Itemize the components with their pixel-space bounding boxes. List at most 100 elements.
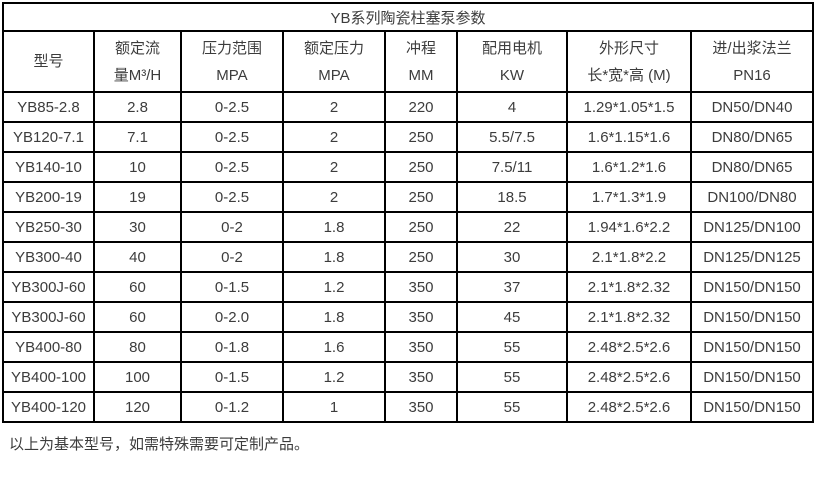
- table-cell: 1.29*1.05*1.5: [566, 91, 692, 123]
- table-cell: 1.8: [282, 241, 386, 273]
- table-cell: 350: [384, 301, 458, 333]
- table-cell: 55: [456, 361, 568, 393]
- table-cell: YB85-2.8: [2, 91, 95, 123]
- table-cell: DN150/DN150: [689, 361, 814, 393]
- table-cell: 0-2: [180, 211, 284, 243]
- table-cell: YB400-120: [2, 391, 95, 423]
- table-cell: DN80/DN65: [689, 121, 814, 153]
- table-cell: YB400-100: [2, 361, 95, 393]
- table-row: YB140-10 10 0-2.5 2 250 7.5/11 1.6*1.2*1.6 DN80…: [2, 151, 814, 183]
- table-cell: 4: [456, 91, 568, 123]
- table-cell: 55: [456, 391, 568, 423]
- table-cell: 19: [93, 181, 182, 213]
- table-cell: 2.1*1.8*2.32: [566, 301, 692, 333]
- table-cell: 250: [384, 121, 458, 153]
- table-cell: 1.8: [282, 301, 386, 333]
- col-header-label: 进/出浆法兰: [712, 39, 792, 57]
- col-header-label: 额定压力: [303, 39, 364, 57]
- table-cell: DN125/DN125: [689, 241, 814, 273]
- table-cell: 45: [456, 301, 568, 333]
- table-cell: 1.6*1.2*1.6: [566, 151, 692, 183]
- header-row: 型号 额定流 量M³/H 压力范围 MPA 额定压力 MPA 冲程 MM: [2, 30, 814, 93]
- col-header-motor: 配用电机 KW: [456, 30, 568, 93]
- table-cell: 2: [282, 121, 386, 153]
- table-cell: YB250-30: [2, 211, 95, 243]
- table-cell: 37: [456, 271, 568, 303]
- col-header-label: 冲程: [405, 39, 436, 57]
- table-cell: YB300-40: [2, 241, 95, 273]
- table-row: YB400-80 80 0-1.8 1.6 350 55 2.48*2.5*2.6 DN150…: [2, 331, 814, 363]
- table-row: YB300-40 40 0-2 1.8 250 30 2.1*1.8*2.2 DN125/DN…: [2, 241, 814, 273]
- table-cell: 1.6: [282, 331, 386, 363]
- pump-parameters-table: YB系列陶瓷柱塞泵参数 型号 额定流 量M³/H 压力范围 MPA 额定压力 M…: [1, 2, 814, 423]
- col-header-label: 额定流: [114, 39, 160, 57]
- table-cell: YB200-19: [2, 181, 95, 213]
- table-cell: 22: [456, 211, 568, 243]
- table-cell: YB120-7.1: [2, 121, 95, 153]
- table-cell: 1.2: [282, 271, 386, 303]
- table-cell: 18.5: [456, 181, 568, 213]
- col-header-stroke: 冲程 MM: [384, 30, 458, 93]
- table-cell: DN150/DN150: [689, 271, 814, 303]
- table-cell: DN50/DN40: [689, 91, 814, 123]
- table-cell: 220: [384, 91, 458, 123]
- footer-note: 以上为基本型号，如需特殊需要可定制产品。: [9, 436, 310, 453]
- table-cell: 1.7*1.3*1.9: [566, 181, 692, 213]
- table-row: YB300J-60 60 0-2.0 1.8 350 45 2.1*1.8*2.32 DN15…: [2, 301, 814, 333]
- table-cell: YB300J-60: [2, 301, 95, 333]
- table-cell: 2.48*2.5*2.6: [566, 391, 692, 423]
- table-cell: YB400-80: [2, 331, 95, 363]
- table-cell: 0-2.5: [180, 181, 284, 213]
- table-cell: 10: [93, 151, 182, 183]
- table-cell: 55: [456, 331, 568, 363]
- table-body: YB85-2.8 2.8 0-2.5 2 220 4 1.29*1.05*1.5 DN50/D…: [2, 91, 814, 423]
- col-header-unit: MPA: [318, 66, 350, 84]
- table-cell: 7.5/11: [456, 151, 568, 183]
- table-cell: 250: [384, 211, 458, 243]
- table-cell: 0-2.5: [180, 151, 284, 183]
- table-row: YB120-7.1 7.1 0-2.5 2 250 5.5/7.5 1.6*1.15*1.6…: [2, 121, 814, 153]
- table-cell: 1: [282, 391, 386, 423]
- col-header-flange: 进/出浆法兰 PN16: [689, 30, 814, 93]
- table-cell: 2: [282, 91, 386, 123]
- table-cell: 350: [384, 361, 458, 393]
- table-cell: 40: [93, 241, 182, 273]
- table-cell: 2.8: [93, 91, 182, 123]
- table-cell: 2.48*2.5*2.6: [566, 361, 692, 393]
- table-cell: 0-2: [180, 241, 284, 273]
- table-row: YB300J-60 60 0-1.5 1.2 350 37 2.1*1.8*2.32 DN15…: [2, 271, 814, 303]
- table-cell: 2: [282, 181, 386, 213]
- col-header-pressure-range: 压力范围 MPA: [180, 30, 284, 93]
- col-header-unit: PN16: [733, 66, 771, 84]
- table-cell: 1.6*1.15*1.6: [566, 121, 692, 153]
- table-cell: 120: [93, 391, 182, 423]
- col-header-label: 压力范围: [201, 39, 262, 57]
- table-cell: 1.8: [282, 211, 386, 243]
- table-cell: DN125/DN100: [689, 211, 814, 243]
- col-header-rated-pressure: 额定压力 MPA: [282, 30, 386, 93]
- table-cell: 2: [282, 151, 386, 183]
- table-cell: 2.1*1.8*2.2: [566, 241, 692, 273]
- col-header-unit: MPA: [216, 66, 248, 84]
- table-cell: 250: [384, 151, 458, 183]
- table-cell: 2.1*1.8*2.32: [566, 271, 692, 303]
- table-cell: 0-2.5: [180, 91, 284, 123]
- table-cell: 60: [93, 271, 182, 303]
- table-cell: 250: [384, 241, 458, 273]
- col-header-label: 配用电机: [481, 39, 542, 57]
- col-header-model: 型号: [2, 30, 95, 93]
- table-cell: 250: [384, 181, 458, 213]
- table-cell: 0-1.5: [180, 361, 284, 393]
- col-header-unit: KW: [499, 66, 525, 84]
- title-row: YB系列陶瓷柱塞泵参数: [1, 2, 814, 32]
- table-cell: 2.48*2.5*2.6: [566, 331, 692, 363]
- table-cell: 0-1.5: [180, 271, 284, 303]
- table-cell: 100: [93, 361, 182, 393]
- table-cell: 30: [93, 211, 182, 243]
- table-row: YB200-19 19 0-2.5 2 250 18.5 1.7*1.3*1.9 DN100/…: [2, 181, 814, 213]
- col-header-unit: 量M³/H: [113, 66, 162, 84]
- table-cell: 0-2.0: [180, 301, 284, 333]
- table-cell: 80: [93, 331, 182, 363]
- table-row: YB400-120 120 0-1.2 1 350 55 2.48*2.5*2.6 DN150…: [2, 391, 814, 423]
- table-cell: 1.2: [282, 361, 386, 393]
